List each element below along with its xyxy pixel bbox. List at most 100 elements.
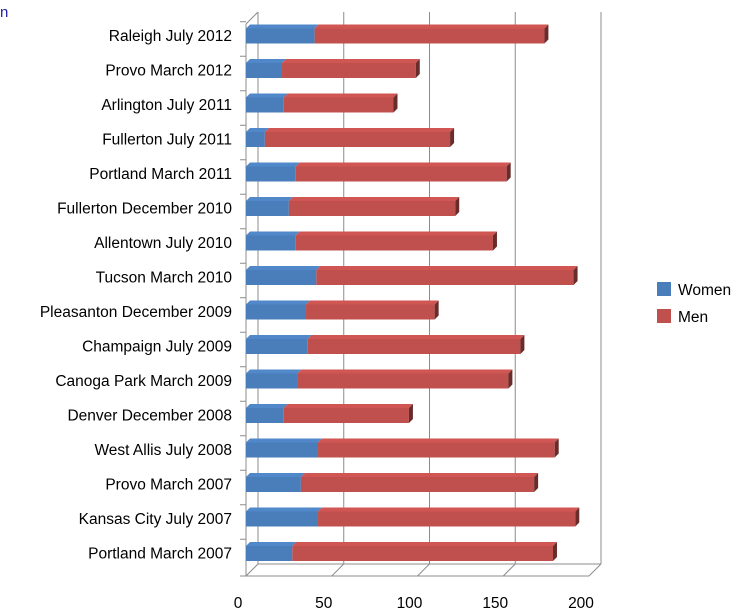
- category-label: Raleigh July 2012: [109, 28, 232, 45]
- bar-segment-top: [246, 438, 323, 443]
- bar-segment-side: [415, 59, 420, 78]
- bar-segment-top: [318, 507, 580, 512]
- bar-segment-top: [264, 128, 455, 132]
- bar-segment-top: [282, 59, 420, 63]
- bar-segment-top: [246, 59, 287, 63]
- category-label: West Allis July 2008: [94, 442, 232, 459]
- bar-segment-top: [246, 542, 297, 546]
- bar-segment-women: [246, 97, 284, 113]
- bar-segment-women: [246, 511, 319, 527]
- bar-segment-top: [295, 231, 497, 236]
- category-label: Tucson March 2010: [96, 270, 233, 287]
- edge-text-fragment: n: [0, 4, 9, 21]
- bar-segment-side: [575, 507, 580, 527]
- bar-segment-women: [246, 373, 298, 389]
- bar-segment-top: [246, 197, 293, 201]
- legend-label: Women: [678, 282, 731, 299]
- bar-segment-women: [246, 63, 283, 78]
- x-tick-label: 0: [234, 595, 243, 612]
- legend-swatch-women: [657, 282, 671, 296]
- bar-segment-top: [246, 369, 302, 374]
- bar-segment-top: [246, 300, 311, 305]
- legend: Women Men: [657, 282, 731, 326]
- bars-layer: [246, 24, 580, 561]
- bar-segment-side: [434, 300, 439, 320]
- bar-segment-men: [295, 166, 507, 182]
- category-label: Portland March 2007: [88, 546, 232, 563]
- bar-segment-top: [283, 93, 398, 98]
- x-tick-label: 100: [397, 595, 423, 612]
- bar-segment-top: [246, 335, 312, 339]
- bar-segment-men: [264, 132, 451, 147]
- bar-segment-side: [506, 162, 511, 182]
- legend-swatch-men: [657, 309, 671, 323]
- floor-gridline: [502, 563, 516, 577]
- category-label: Pleasanton December 2009: [40, 304, 232, 321]
- x-axis-ticks: 0 50 100 150 200: [234, 595, 595, 612]
- floor-gridline: [588, 563, 602, 577]
- category-label: Provo March 2012: [105, 63, 232, 80]
- floor-gridline: [245, 563, 259, 577]
- bar-segment-side: [534, 473, 539, 492]
- bar-segment-side: [450, 128, 455, 147]
- bar-segment-women: [246, 270, 317, 285]
- bar-segment-men: [297, 373, 509, 389]
- bar-segment-side: [508, 369, 513, 389]
- bar-segment-men: [283, 97, 394, 113]
- bar-segment-men: [292, 546, 553, 561]
- bar-segment-men: [288, 201, 456, 216]
- bar-segment-top: [292, 542, 557, 546]
- bar-segment-top: [246, 93, 288, 98]
- floor-gridline: [331, 563, 345, 577]
- bar-segment-men: [307, 339, 521, 354]
- bar-segment-top: [246, 266, 321, 270]
- category-label: Portland March 2011: [89, 166, 232, 183]
- category-label: Allentown July 2010: [94, 235, 232, 252]
- bar-segment-top: [316, 266, 578, 270]
- bar-segment-top: [314, 24, 549, 29]
- x-tick-label: 50: [315, 595, 333, 612]
- bar-segment-side: [520, 335, 525, 354]
- bar-segment-top: [318, 438, 559, 443]
- bar-segment-top: [246, 128, 269, 132]
- category-label: Kansas City July 2007: [79, 511, 232, 528]
- bar-segment-women: [246, 201, 289, 216]
- bar-segment-side: [544, 24, 549, 44]
- bar-segment-side: [455, 197, 460, 216]
- bar-segment-women: [246, 132, 265, 147]
- bar-segment-women: [246, 442, 319, 458]
- bar-segment-women: [246, 235, 296, 251]
- bar-segment-men: [282, 63, 416, 78]
- bar-segment-women: [246, 304, 307, 320]
- bar-segment-men: [306, 304, 435, 320]
- bar-segment-men: [314, 28, 545, 44]
- bar-segment-men: [295, 235, 493, 251]
- bar-segment-women: [246, 166, 296, 182]
- bar-segment-side: [408, 404, 413, 423]
- bar-segment-men: [283, 408, 409, 423]
- bar-segment-top: [295, 162, 511, 167]
- bar-segment-top: [300, 473, 539, 477]
- bar-segment-top: [246, 404, 288, 408]
- category-label: Arlington July 2011: [101, 97, 232, 114]
- category-label: Fullerton December 2010: [57, 201, 232, 218]
- bar-segment-women: [246, 28, 315, 44]
- bar-segment-side: [573, 266, 578, 285]
- bar-segment-top: [283, 404, 413, 408]
- bar-segment-side: [554, 438, 559, 458]
- bar-segment-men: [300, 477, 535, 492]
- x-tick-label: 150: [482, 595, 508, 612]
- bar-segment-top: [288, 197, 460, 201]
- bar-segment-women: [246, 339, 308, 354]
- bar-segment-top: [246, 24, 319, 29]
- category-label: Provo March 2007: [105, 477, 232, 494]
- bar-segment-top: [246, 162, 300, 167]
- bar-segment-women: [246, 546, 293, 561]
- bar-segment-top: [297, 369, 513, 374]
- bar-segment-men: [318, 442, 555, 458]
- category-label: Denver December 2008: [67, 408, 232, 425]
- bar-segment-women: [246, 477, 301, 492]
- floor-gridline: [417, 563, 430, 577]
- bar-segment-men: [316, 270, 574, 285]
